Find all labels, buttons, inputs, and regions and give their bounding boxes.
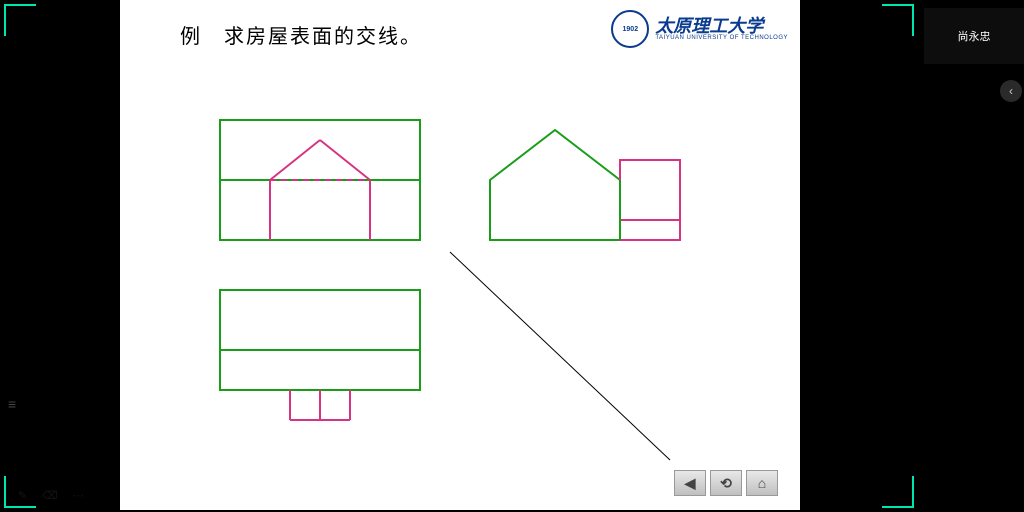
loop-button[interactable]: ⟲ <box>710 470 742 496</box>
frame-corner <box>882 4 914 36</box>
slide-area: 例 求房屋表面的交线。 1902 太原理工大学 TAIYUAN UNIVERSI… <box>120 0 800 510</box>
frame-corner <box>882 476 914 508</box>
participant-name: 尚永忠 <box>958 28 991 44</box>
participant-tile[interactable]: 尚永忠 <box>924 8 1024 64</box>
collapse-panel-button[interactable]: ‹ <box>1000 80 1022 102</box>
menu-icon[interactable]: ≡ <box>8 396 18 412</box>
home-button[interactable]: ⌂ <box>746 470 778 496</box>
engineering-diagram <box>120 0 800 510</box>
loop-icon: ⟲ <box>720 475 732 492</box>
chevron-left-icon: ‹ <box>1009 84 1013 98</box>
slide-nav: ◀ ⟲ ⌂ <box>674 470 778 496</box>
home-icon: ⌂ <box>758 475 766 491</box>
prev-icon: ◀ <box>685 475 696 492</box>
frame-corner <box>4 4 36 36</box>
toolbar-icons[interactable]: ✎ ⌫ ⋯ <box>18 489 90 502</box>
prev-button[interactable]: ◀ <box>674 470 706 496</box>
